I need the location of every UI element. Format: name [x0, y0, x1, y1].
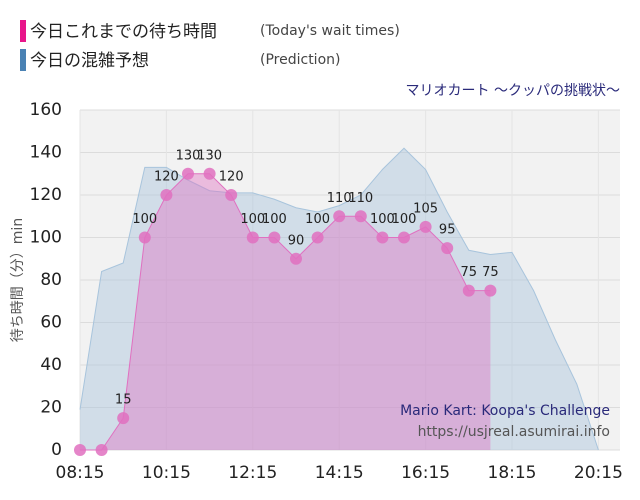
area	[80, 148, 599, 450]
point	[398, 231, 410, 244]
x-tick-label: 08:15	[56, 463, 105, 483]
data-label: 75	[461, 265, 478, 280]
x-tick-label: 20:15	[574, 463, 623, 483]
point	[95, 444, 108, 456]
point	[225, 189, 238, 201]
y-tick-label: 100	[30, 228, 62, 248]
point	[376, 231, 389, 244]
legend-label-en: (Prediction)	[260, 52, 340, 68]
legend-label-en: (Today's wait times)	[260, 23, 400, 39]
point	[290, 252, 302, 265]
data-label: 100	[262, 212, 287, 227]
data-label: 95	[439, 223, 456, 238]
data-label: 75	[482, 265, 499, 280]
data-label: 100	[240, 212, 265, 227]
area-line	[79, 147, 599, 451]
watermark-title: Mario Kart: Koopa's Challenge	[400, 403, 610, 419]
y-tick-label: 60	[40, 313, 62, 333]
data-label: 100	[305, 212, 330, 227]
point	[419, 220, 432, 233]
point	[268, 231, 281, 244]
y-tick-label: 160	[30, 100, 62, 120]
data-label: 100	[132, 212, 157, 227]
y-tick-label: 80	[40, 270, 62, 290]
y-tick-label: 0	[51, 440, 62, 460]
subtitle: マリオカート ～クッパの挑戦状～	[406, 83, 620, 99]
legend-label: 今日の混雑予想	[30, 51, 149, 71]
watermark-url: https://usjreal.asumirai.info	[418, 424, 610, 440]
legend-swatch	[20, 49, 26, 71]
data-label: 100	[370, 212, 395, 227]
x-tick-label: 18:15	[488, 463, 537, 483]
legend-label: 今日これまでの待ち時間	[30, 22, 217, 42]
area	[80, 173, 491, 450]
data-label: 120	[219, 170, 244, 185]
y-tick-label: 40	[40, 355, 62, 375]
y-tick-label: 20	[40, 398, 62, 418]
point	[354, 210, 367, 223]
data-label: 100	[392, 212, 417, 227]
point	[117, 412, 130, 425]
y-tick-label: 140	[30, 143, 62, 163]
point	[182, 167, 194, 180]
point	[138, 231, 151, 244]
point	[160, 189, 173, 201]
x-tick-label: 16:15	[401, 463, 450, 483]
y-axis-title: 待ち時間（分）min	[10, 218, 26, 342]
point	[484, 284, 497, 297]
x-tick-label: 12:15	[228, 463, 277, 483]
point	[246, 231, 259, 244]
data-label: 130	[176, 148, 201, 163]
data-label: 90	[288, 233, 305, 248]
data-label: 110	[327, 191, 352, 206]
y-tick-label: 120	[30, 185, 62, 205]
data-label: 120	[154, 170, 179, 185]
point	[441, 242, 454, 255]
point	[462, 284, 475, 297]
point	[203, 167, 216, 180]
data-label: 130	[197, 148, 222, 163]
x-tick-label: 14:15	[315, 463, 364, 483]
point	[311, 231, 324, 244]
x-tick-label: 10:15	[142, 463, 191, 483]
point	[333, 210, 346, 223]
data-label: 15	[115, 393, 132, 408]
legend-swatch	[20, 20, 26, 42]
point	[74, 444, 86, 456]
data-label: 105	[413, 201, 438, 216]
data-label: 110	[348, 191, 373, 206]
